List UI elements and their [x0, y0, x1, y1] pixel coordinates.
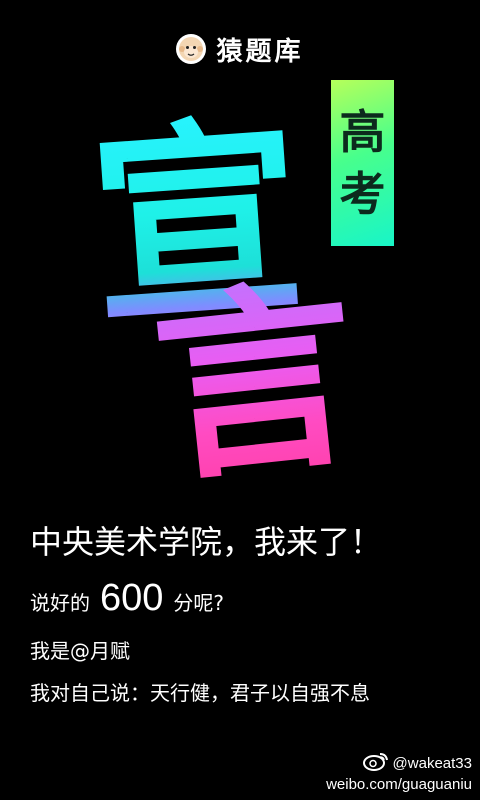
weibo-handle: @wakeat33 [392, 754, 472, 772]
badge-char: 高 [339, 105, 386, 159]
score-line: 说好的 600 分呢? [30, 576, 450, 625]
monkey-face-icon [176, 34, 207, 64]
headline: 中央美术学院，我来了！ [30, 523, 383, 561]
calligraphy-char: 言 [144, 256, 437, 511]
motto-line: 我对自己说：天行健，君子以自强不息 [30, 681, 370, 705]
score-prefix: 说好的 [30, 591, 90, 615]
score-number: 600 [100, 577, 164, 619]
watermark: @wakeat33 weibo.com/guaguaniu [326, 751, 472, 794]
manifesto-text: 中央美术学院，我来了！ 说好的 600 分呢? 我是@月赋 我对自己说：天行健，… [30, 520, 450, 717]
brand-name: 猿题库 [216, 36, 304, 67]
score-suffix: 分呢? [173, 591, 225, 615]
author-line: 我是@月赋 [30, 639, 130, 663]
weibo-icon [362, 751, 389, 776]
app-header: 猿题库 [0, 32, 480, 67]
exam-badge: 高 考 [331, 80, 394, 246]
badge-char: 考 [339, 167, 386, 221]
weibo-url: weibo.com/guaguaniu [326, 776, 472, 793]
